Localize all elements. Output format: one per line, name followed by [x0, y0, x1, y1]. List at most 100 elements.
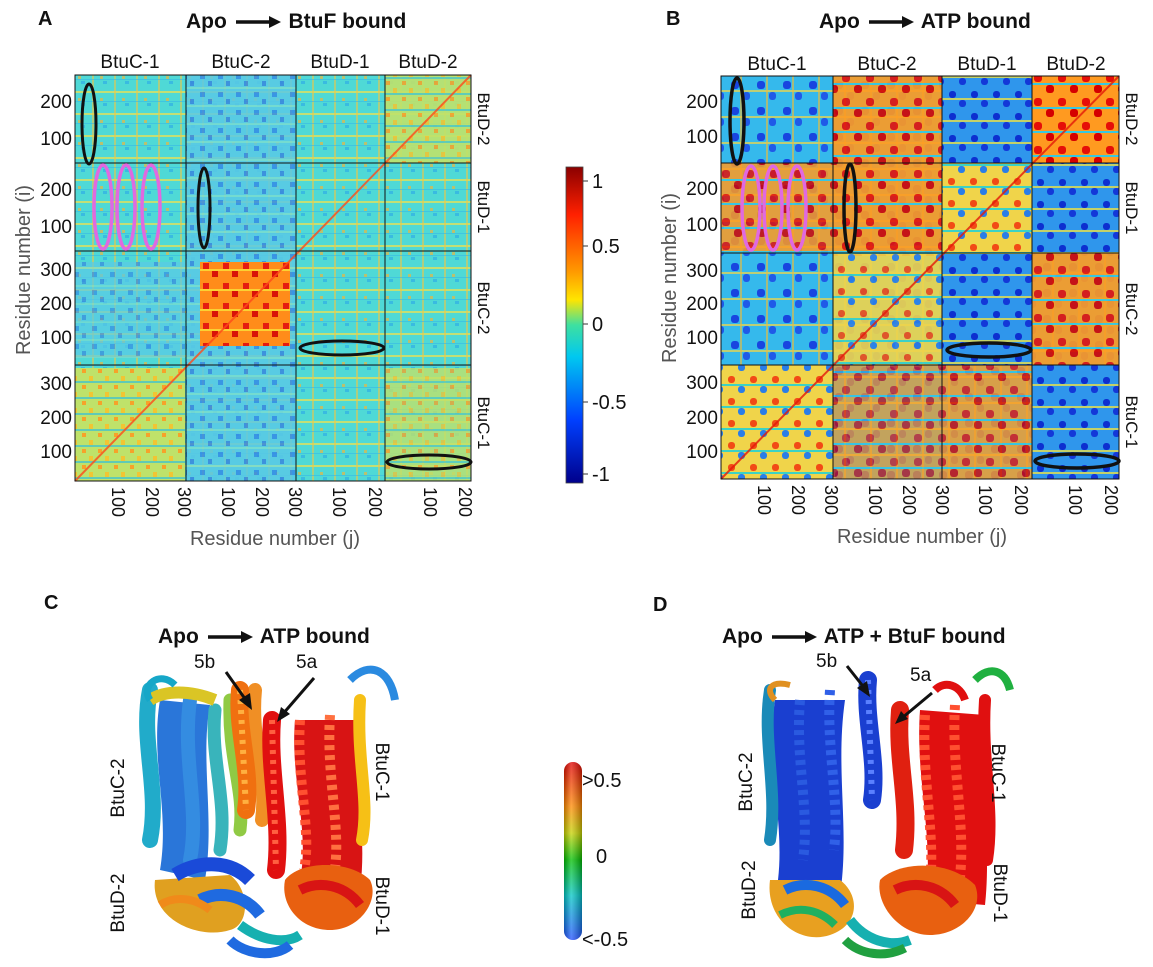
- svg-text:200: 200: [40, 294, 72, 315]
- heatmap-a-y-ticks: 200 100 200 100 300 200 100 300 200 100: [40, 92, 72, 463]
- heatmap-a: [74, 74, 473, 482]
- svg-text:100: 100: [218, 487, 238, 517]
- btuc1-label-d: BtuC-1: [987, 743, 1008, 802]
- svg-text:100: 100: [40, 217, 72, 238]
- title-from: Apo: [819, 10, 860, 33]
- btud2-label-d: BtuD-2: [739, 860, 760, 919]
- row-label-btuc1: BtuC-1: [474, 397, 493, 450]
- svg-text:100: 100: [754, 485, 774, 515]
- svg-text:200: 200: [686, 179, 718, 200]
- svg-text:100: 100: [1065, 485, 1085, 515]
- protein-structure-d: [761, 667, 1014, 959]
- svg-text:300: 300: [686, 373, 718, 394]
- right-arrow-icon: [207, 631, 253, 644]
- svg-text:300: 300: [821, 485, 841, 515]
- heatmap-b-row-labels: BtuD-2 BtuD-1 BtuC-2 BtuC-1: [1122, 93, 1141, 449]
- btud1-label: BtuD-1: [371, 876, 392, 935]
- svg-text:100: 100: [686, 127, 718, 148]
- svg-text:BtuD-1: BtuD-1: [1122, 182, 1141, 235]
- helix-5a-label: 5a: [296, 652, 318, 673]
- panel-label-b: B: [666, 8, 681, 30]
- colorbar-tick-0.5: 0.5: [592, 236, 620, 258]
- btud2-label: BtuD-2: [108, 873, 129, 932]
- protein-structure-c: [139, 665, 399, 959]
- svg-text:100: 100: [40, 442, 72, 463]
- svg-text:200: 200: [686, 92, 718, 113]
- svg-text:100: 100: [329, 487, 349, 517]
- svg-text:300: 300: [285, 487, 305, 517]
- svg-text:100: 100: [686, 215, 718, 236]
- heatmap-a-ylabel: Residue number (i): [13, 185, 35, 355]
- heatmap-b-x-ticks: 100 200 300 100 200 300 100 200 100 200: [754, 485, 1121, 515]
- helix-arrows-c: [224, 671, 316, 722]
- helix-5b-label-d: 5b: [816, 651, 837, 672]
- row-label-btud1: BtuD-1: [474, 181, 493, 234]
- panel-title-c: Apo ATP bound: [158, 625, 370, 649]
- svg-text:100: 100: [40, 129, 72, 150]
- svg-text:200: 200: [142, 487, 162, 517]
- structure-c-labels: 5b 5a BtuC-2 BtuD-2 BtuC-1 BtuD-1: [108, 652, 392, 936]
- svg-text:200: 200: [899, 485, 919, 515]
- svg-text:300: 300: [174, 487, 194, 517]
- title-from: Apo: [722, 625, 763, 648]
- svg-text:100: 100: [686, 328, 718, 349]
- svg-text:300: 300: [686, 261, 718, 282]
- heatmap-b-ylabel: Residue number (i): [659, 193, 681, 363]
- structure-d-labels: 5b 5a BtuC-2 BtuD-2 BtuC-1 BtuD-1: [736, 651, 1010, 923]
- title-to: ATP bound: [259, 625, 370, 648]
- heatmap-a-x-ticks: 100 200 300 100 200 300 100 200 100 200: [108, 487, 475, 517]
- svg-text:200: 200: [40, 408, 72, 429]
- colorbar-tick-neg0.5: -0.5: [592, 392, 626, 414]
- heatmap-a-row-labels: BtuD-2 BtuD-1 BtuC-2 BtuC-1: [474, 93, 493, 450]
- svg-text:100: 100: [686, 442, 718, 463]
- heatmap-b: [720, 75, 1121, 480]
- svg-text:100: 100: [108, 487, 128, 517]
- title-from: Apo: [186, 10, 227, 33]
- colorbar-s-top: >0.5: [582, 770, 621, 792]
- col-label-btud2: BtuD-2: [398, 52, 457, 73]
- btud1-label-d: BtuD-1: [989, 863, 1010, 922]
- svg-text:BtuC-2: BtuC-2: [857, 54, 916, 75]
- svg-text:200: 200: [686, 294, 718, 315]
- right-arrow-icon: [235, 16, 281, 29]
- title-from: Apo: [158, 625, 199, 648]
- structure-colorbar: >0.5 0 <-0.5: [564, 762, 628, 951]
- col-label-btuc2: BtuC-2: [211, 52, 270, 73]
- svg-text:300: 300: [40, 260, 72, 281]
- colorbar-s-mid: 0: [596, 846, 607, 868]
- title-to: ATP bound: [920, 10, 1031, 33]
- svg-text:100: 100: [865, 485, 885, 515]
- title-to: BtuF bound: [288, 10, 407, 33]
- svg-text:200: 200: [1011, 485, 1031, 515]
- svg-text:300: 300: [932, 485, 952, 515]
- row-label-btud2: BtuD-2: [474, 93, 493, 146]
- btuc2-label-d: BtuC-2: [736, 752, 757, 811]
- colorbar-s-bot: <-0.5: [582, 929, 628, 951]
- row-label-btuc2: BtuC-2: [474, 282, 493, 335]
- heatmap-b-y-ticks: 200 100 200 100 300 200 100 300 200 100: [686, 92, 718, 463]
- panel-label-a: A: [38, 8, 53, 30]
- svg-text:BtuD-2: BtuD-2: [1122, 93, 1141, 146]
- btuc1-label: BtuC-1: [371, 742, 392, 801]
- svg-text:BtuC-2: BtuC-2: [1122, 283, 1141, 336]
- svg-text:BtuC-1: BtuC-1: [747, 54, 806, 75]
- panel-label-c: C: [44, 592, 59, 614]
- panel-title-a: Apo BtuF bound: [186, 10, 406, 34]
- colorbar-tick-1: 1: [592, 171, 603, 193]
- svg-text:200: 200: [788, 485, 808, 515]
- right-arrow-icon: [868, 16, 914, 29]
- helix-arrows-d: [845, 665, 933, 724]
- svg-text:100: 100: [40, 328, 72, 349]
- col-label-btuc1: BtuC-1: [100, 52, 159, 73]
- helix-5a-label-d: 5a: [910, 665, 932, 686]
- helix-5b-label: 5b: [194, 652, 215, 673]
- svg-text:BtuD-2: BtuD-2: [1046, 54, 1105, 75]
- panel-label-d: D: [653, 594, 668, 616]
- svg-text:200: 200: [686, 408, 718, 429]
- heatmap-b-xlabel: Residue number (j): [837, 526, 1007, 548]
- svg-text:200: 200: [1101, 485, 1121, 515]
- btuc2-label: BtuC-2: [108, 758, 129, 817]
- svg-text:BtuC-1: BtuC-1: [1122, 396, 1141, 449]
- svg-text:100: 100: [975, 485, 995, 515]
- svg-text:100: 100: [420, 487, 440, 517]
